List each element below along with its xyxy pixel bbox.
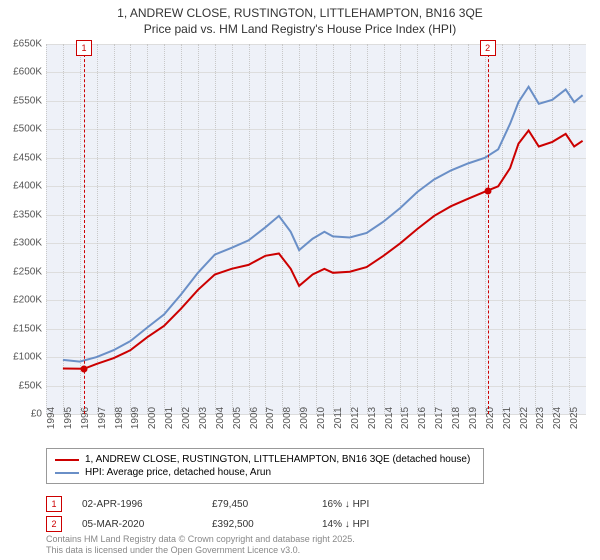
x-tick-label: 2015 bbox=[400, 407, 411, 429]
x-tick-label: 1996 bbox=[80, 407, 91, 429]
sale-marker-badge: 1 bbox=[76, 40, 92, 56]
sale-badge: 1 bbox=[46, 496, 62, 512]
x-tick-label: 2007 bbox=[265, 407, 276, 429]
x-tick-label: 2004 bbox=[215, 407, 226, 429]
y-tick-label: £50K bbox=[19, 380, 42, 391]
x-tick-label: 2001 bbox=[164, 407, 175, 429]
sale-delta: 14% ↓ HPI bbox=[322, 519, 422, 530]
y-tick-label: £250K bbox=[13, 266, 42, 277]
x-tick-label: 2005 bbox=[232, 407, 243, 429]
y-tick-label: £500K bbox=[13, 124, 42, 135]
y-tick-label: £150K bbox=[13, 323, 42, 334]
x-tick-label: 2017 bbox=[434, 407, 445, 429]
sale-row: 2 05-MAR-2020 £392,500 14% ↓ HPI bbox=[46, 514, 422, 534]
x-tick-label: 2020 bbox=[485, 407, 496, 429]
x-tick-label: 2014 bbox=[384, 407, 395, 429]
legend-item: HPI: Average price, detached house, Arun bbox=[55, 466, 475, 479]
legend-label: HPI: Average price, detached house, Arun bbox=[85, 467, 271, 478]
sale-date: 05-MAR-2020 bbox=[82, 519, 192, 530]
y-tick-label: £450K bbox=[13, 152, 42, 163]
sales-table: 1 02-APR-1996 £79,450 16% ↓ HPI 2 05-MAR-2020… bbox=[46, 494, 422, 534]
legend-label: 1, ANDREW CLOSE, RUSTINGTON, LITTLEHAMPT… bbox=[85, 454, 470, 465]
x-tick-label: 2012 bbox=[350, 407, 361, 429]
y-tick-label: £400K bbox=[13, 181, 42, 192]
x-tick-label: 2013 bbox=[367, 407, 378, 429]
y-tick-label: £600K bbox=[13, 67, 42, 78]
title-line-2: Price paid vs. HM Land Registry's House … bbox=[0, 22, 600, 38]
x-tick-label: 2022 bbox=[519, 407, 530, 429]
x-tick-label: 1997 bbox=[97, 407, 108, 429]
x-tick-label: 1999 bbox=[130, 407, 141, 429]
y-tick-label: £350K bbox=[13, 209, 42, 220]
y-tick-label: £300K bbox=[13, 238, 42, 249]
sale-date: 02-APR-1996 bbox=[82, 499, 192, 510]
x-tick-label: 2019 bbox=[468, 407, 479, 429]
y-tick-label: £100K bbox=[13, 352, 42, 363]
x-tick-label: 2006 bbox=[249, 407, 260, 429]
sale-marker-dot bbox=[484, 187, 491, 194]
series-hpi bbox=[63, 87, 583, 362]
y-tick-label: £200K bbox=[13, 295, 42, 306]
x-tick-label: 2024 bbox=[552, 407, 563, 429]
x-tick-label: 1994 bbox=[46, 407, 57, 429]
sale-row: 1 02-APR-1996 £79,450 16% ↓ HPI bbox=[46, 494, 422, 514]
legend-swatch bbox=[55, 472, 79, 474]
chart-container: 1, ANDREW CLOSE, RUSTINGTON, LITTLEHAMPT… bbox=[0, 0, 600, 560]
footer-attribution: Contains HM Land Registry data © Crown c… bbox=[46, 534, 355, 556]
x-tick-label: 1998 bbox=[114, 407, 125, 429]
x-tick-label: 1995 bbox=[63, 407, 74, 429]
x-tick-label: 2023 bbox=[535, 407, 546, 429]
chart-title: 1, ANDREW CLOSE, RUSTINGTON, LITTLEHAMPT… bbox=[0, 0, 600, 37]
sale-price: £392,500 bbox=[212, 519, 302, 530]
sale-marker-line bbox=[488, 44, 489, 414]
sale-delta: 16% ↓ HPI bbox=[322, 499, 422, 510]
y-tick-label: £650K bbox=[13, 39, 42, 50]
y-tick-label: £550K bbox=[13, 95, 42, 106]
sale-marker-badge: 2 bbox=[480, 40, 496, 56]
footer-line-1: Contains HM Land Registry data © Crown c… bbox=[46, 534, 355, 545]
x-tick-label: 2009 bbox=[299, 407, 310, 429]
sale-marker-line bbox=[84, 44, 85, 414]
x-tick-label: 2018 bbox=[451, 407, 462, 429]
legend-swatch bbox=[55, 459, 79, 461]
x-tick-label: 2008 bbox=[282, 407, 293, 429]
legend-item: 1, ANDREW CLOSE, RUSTINGTON, LITTLEHAMPT… bbox=[55, 453, 475, 466]
x-tick-label: 2011 bbox=[333, 407, 344, 429]
x-tick-label: 2021 bbox=[502, 407, 513, 429]
sale-badge: 2 bbox=[46, 516, 62, 532]
sale-marker-dot bbox=[80, 365, 87, 372]
footer-line-2: This data is licensed under the Open Gov… bbox=[46, 545, 355, 556]
y-tick-label: £0 bbox=[31, 409, 42, 420]
title-line-1: 1, ANDREW CLOSE, RUSTINGTON, LITTLEHAMPT… bbox=[0, 6, 600, 22]
series-lines bbox=[46, 44, 586, 414]
x-tick-label: 2000 bbox=[147, 407, 158, 429]
x-tick-label: 2010 bbox=[316, 407, 327, 429]
legend: 1, ANDREW CLOSE, RUSTINGTON, LITTLEHAMPT… bbox=[46, 448, 484, 484]
plot-area: £0£50K£100K£150K£200K£250K£300K£350K£400… bbox=[46, 44, 586, 414]
x-tick-label: 2002 bbox=[181, 407, 192, 429]
x-tick-label: 2003 bbox=[198, 407, 209, 429]
x-tick-label: 2016 bbox=[417, 407, 428, 429]
sale-price: £79,450 bbox=[212, 499, 302, 510]
x-tick-label: 2025 bbox=[569, 407, 580, 429]
